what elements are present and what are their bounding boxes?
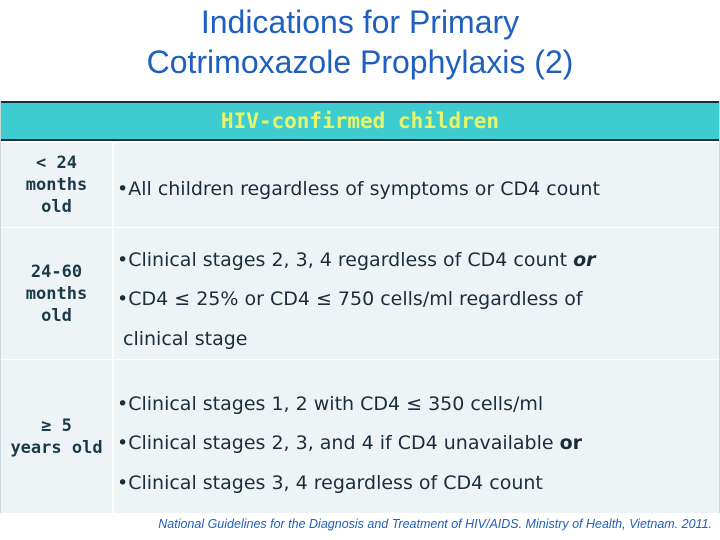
criteria-continuation: clinical stage: [123, 327, 247, 351]
bullet: •: [117, 249, 129, 271]
age-cell: < 24 months old: [1, 143, 114, 227]
age-label-line: months: [25, 283, 88, 304]
criteria-text: Clinical stages 3, 4 regardless of CD4 c…: [128, 472, 543, 494]
row-divider: [1, 359, 719, 360]
criteria-item: •CD4 ≤ 25% or CD4 ≤ 750 cells/ml regardl…: [117, 287, 583, 311]
age-label-line: old: [41, 305, 72, 326]
criteria-text: CD4 ≤ 25% or CD4 ≤ 750 cells/ml regardle…: [128, 288, 583, 310]
table-row: < 24 months old •All children regardless…: [1, 143, 719, 227]
title-line-1: Indications for Primary: [200, 4, 520, 40]
criteria-cell: •Clinical stages 2, 3, 4 regardless of C…: [117, 228, 717, 359]
bullet: •: [117, 178, 129, 200]
title-line-2: Cotrimoxazole Prophylaxis (2): [146, 44, 574, 80]
criteria-cell: •All children regardless of symptoms or …: [117, 143, 717, 227]
criteria-text: Clinical stages 1, 2 with CD4 ≤ 350 cell…: [128, 393, 544, 415]
criteria-text: Clinical stages 2, 3, and 4 if CD4 unava…: [128, 432, 560, 454]
criteria-text: Clinical stages 2, 3, 4 regardless of CD…: [128, 249, 574, 271]
conjunction-or: or: [573, 249, 596, 271]
criteria-cell: •Clinical stages 1, 2 with CD4 ≤ 350 cel…: [117, 360, 717, 513]
age-cell: ≥ 5 years old: [1, 360, 114, 513]
age-label-line: months: [25, 175, 88, 195]
criteria-text: clinical stage: [123, 328, 248, 350]
criteria-item: •Clinical stages 1, 2 with CD4 ≤ 350 cel…: [117, 392, 543, 416]
criteria-item: •Clinical stages 2, 3, 4 regardless of C…: [117, 248, 596, 272]
age-label-line: years old: [10, 437, 103, 458]
bullet: •: [117, 432, 129, 454]
bullet: •: [117, 288, 129, 310]
table-row: ≥ 5 years old •Clinical stages 1, 2 with…: [1, 360, 719, 513]
criteria-text: All children regardless of symptoms or C…: [128, 178, 600, 200]
conjunction-or: or: [559, 432, 583, 454]
criteria-item: •Clinical stages 2, 3, and 4 if CD4 unav…: [117, 431, 582, 455]
age-label-line: ≥ 5: [41, 415, 72, 436]
page-title: Indications for Primary Cotrimoxazole Pr…: [0, 2, 720, 82]
age-cell: 24-60 months old: [1, 228, 114, 359]
row-divider: [1, 227, 719, 228]
bullet: •: [117, 393, 129, 415]
table-header: HIV-confirmed children: [1, 101, 719, 141]
table-row: 24-60 months old •Clinical stages 2, 3, …: [1, 228, 719, 359]
bullet: •: [117, 472, 129, 494]
age-label-line: 24-60: [30, 261, 83, 282]
indications-table: HIV-confirmed children < 24 months old •…: [0, 101, 720, 513]
age-label-line: old: [41, 197, 72, 217]
source-citation: National Guidelines for the Diagnosis an…: [158, 517, 712, 531]
criteria-item: •All children regardless of symptoms or …: [117, 177, 600, 201]
criteria-item: •Clinical stages 3, 4 regardless of CD4 …: [117, 471, 543, 495]
age-label-line: < 24: [36, 153, 77, 173]
